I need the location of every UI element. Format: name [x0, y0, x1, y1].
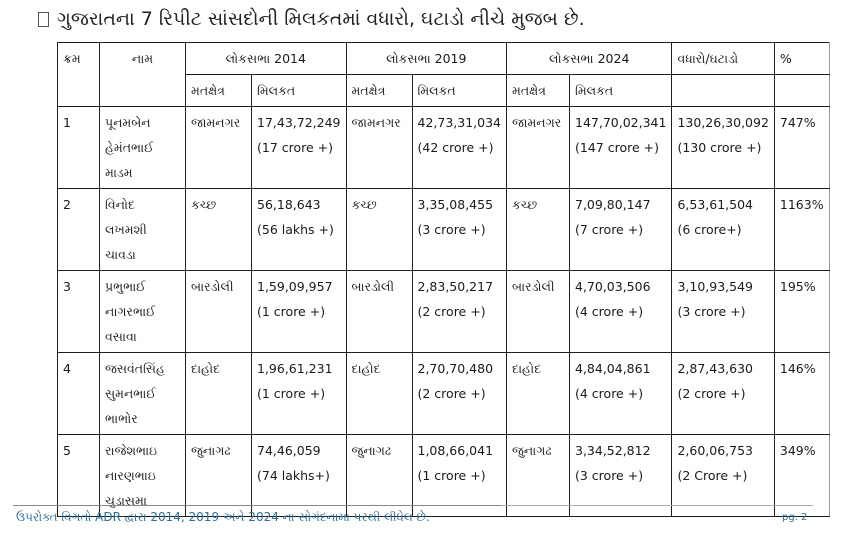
cell-name: રાજેશભાઇ નારણભાઇ ચુડાસમા	[99, 434, 186, 517]
cell-change: 2,87,43,630 (2 crore +)	[671, 352, 775, 435]
header-change-blank	[671, 74, 775, 107]
cell-constituency-2014: કચ્છ	[185, 188, 252, 271]
cell-assets-2024: 4,70,03,506 (4 crore +)	[568, 270, 673, 353]
cell-constituency-2019: દાહોદ	[345, 352, 413, 435]
header-row-1: ક્રમ નામ લોકસભા 2014 લોકસભા 2019 લોકસભા …	[57, 42, 830, 107]
cell-percent: 349%	[773, 434, 830, 517]
cell-assets-2019: 2,83,50,217 (2 crore +)	[411, 270, 507, 353]
page-title: ગુજરાતના 7 રિપીટ સાંસદોની મિલકતમાં વધારો…	[38, 8, 585, 30]
cell-serial: 4	[57, 352, 100, 435]
table-row: 5 રાજેશભાઇ નારણભાઇ ચુડાસમા જુનાગઢ 74,46,05…	[57, 434, 830, 517]
cell-constituency-2019: બારડોલી	[345, 270, 413, 353]
header-change: વધારો/ઘટાડો	[671, 42, 775, 75]
cell-percent: 747%	[773, 106, 830, 189]
cell-constituency-2014: જુનાગઢ	[185, 434, 252, 517]
cell-constituency-2024: જુનાગઢ	[506, 434, 570, 517]
cell-constituency-2019: કચ્છ	[345, 188, 413, 271]
header-constituency-2019: મતક્ષેત્ર	[345, 74, 413, 107]
cell-constituency-2014: દાહોદ	[185, 352, 252, 435]
cell-constituency-2024: કચ્છ	[506, 188, 570, 271]
header-constituency-2024: મતક્ષેત્ર	[506, 74, 570, 107]
cell-name: જસવંતસિંહ સુમનભાઈ ભાભોર	[99, 352, 186, 435]
cell-constituency-2019: જામનગર	[345, 106, 413, 189]
cell-serial: 1	[57, 106, 100, 189]
page-number: pg. 2	[782, 512, 808, 523]
table-row: 2 વિનોદ લખમશી ચાવડા કચ્છ 56,18,643 (56 lakh…	[57, 188, 830, 271]
page-title-text: ગુજરાતના 7 રિપીટ સાંસદોની મિલકતમાં વધારો…	[57, 8, 585, 30]
header-percent-blank	[773, 74, 830, 107]
header-assets-2014: મિલકત	[251, 74, 347, 107]
cell-assets-2019: 42,73,31,034 (42 crore +)	[411, 106, 507, 189]
cell-assets-2014: 56,18,643 (56 lakhs +)	[251, 188, 347, 271]
cell-serial: 3	[57, 270, 100, 353]
cell-assets-2024: 7,09,80,147 (7 crore +)	[568, 188, 673, 271]
cell-assets-2014: 1,96,61,231 (1 crore +)	[251, 352, 347, 435]
cell-serial: 2	[57, 188, 100, 271]
cell-change: 6,53,61,504 (6 crore+)	[671, 188, 775, 271]
footer-source-note: ઉપરોક્ત વિગતો ADR દ્વારા 2014, 2019 અને …	[16, 510, 430, 524]
cell-assets-2014: 17,43,72,249 (17 crore +)	[251, 106, 347, 189]
cell-name: પ્રભુભાઈ નાગરભાઈ વસાવા	[99, 270, 186, 353]
footer-divider	[13, 505, 501, 506]
header-constituency-2014: મતક્ષેત્ર	[185, 74, 252, 107]
header-ls2014: લોકસભા 2014	[185, 42, 347, 75]
header-ls2024: લોકસભા 2024	[505, 42, 673, 75]
table-row: 4 જસવંતસિંહ સુમનભાઈ ભાભોર દાહોદ 1,96,61,23…	[57, 352, 830, 435]
cell-assets-2014: 1,59,09,957 (1 crore +)	[251, 270, 347, 353]
cell-name: પૂનમબેન હેમંતભાઈ માડમ	[99, 106, 186, 189]
cell-constituency-2024: દાહોદ	[506, 352, 570, 435]
cell-constituency-2019: જુનાગઢ	[345, 434, 413, 517]
square-bullet-icon	[38, 11, 49, 27]
cell-change: 2,60,06,753 (2 Crore +)	[671, 434, 775, 517]
table-row: 1 પૂનમબેન હેમંતભાઈ માડમ જામનગર 17,43,72,24…	[57, 106, 830, 189]
header-assets-2019: મિલકત	[411, 74, 507, 107]
cell-assets-2019: 3,35,08,455 (3 crore +)	[411, 188, 507, 271]
cell-assets-2014: 74,46,059 (74 lakhs+)	[251, 434, 347, 517]
cell-name: વિનોદ લખમશી ચાવડા	[99, 188, 186, 271]
cell-constituency-2024: જામનગર	[506, 106, 570, 189]
cell-serial: 5	[57, 434, 100, 517]
header-percent: %	[773, 42, 830, 75]
header-row-2: મતક્ષેત્ર મિલકત મતક્ષેત્ર મિલકત મતક્ષેત્…	[58, 74, 830, 107]
table-row: 3 પ્રભુભાઈ નાગરભાઈ વસાવા બારડોલી 1,59,09,9…	[57, 270, 830, 353]
cell-change: 3,10,93,549 (3 crore +)	[671, 270, 775, 353]
header-serial: ક્રમ	[57, 42, 100, 107]
footer-divider-right	[501, 505, 813, 506]
cell-constituency-2024: બારડોલી	[506, 270, 570, 353]
cell-assets-2019: 1,08,66,041 (1 crore +)	[411, 434, 507, 517]
cell-change: 130,26,30,092 (130 crore +)	[671, 106, 775, 189]
assets-table: ક્રમ નામ લોકસભા 2014 લોકસભા 2019 લોકસભા …	[57, 42, 830, 517]
cell-constituency-2014: જામનગર	[185, 106, 252, 189]
cell-assets-2019: 2,70,70,480 (2 crore +)	[411, 352, 507, 435]
cell-percent: 1163%	[773, 188, 830, 271]
header-assets-2024: મિલકત	[568, 74, 673, 107]
header-name: નામ	[99, 42, 186, 107]
cell-percent: 195%	[773, 270, 830, 353]
header-ls2019: લોકસભા 2019	[345, 42, 507, 75]
cell-constituency-2014: બારડોલી	[185, 270, 252, 353]
cell-assets-2024: 147,70,02,341 (147 crore +)	[568, 106, 673, 189]
cell-assets-2024: 4,84,04,861 (4 crore +)	[568, 352, 673, 435]
cell-assets-2024: 3,34,52,812 (3 crore +)	[568, 434, 673, 517]
cell-percent: 146%	[773, 352, 830, 435]
